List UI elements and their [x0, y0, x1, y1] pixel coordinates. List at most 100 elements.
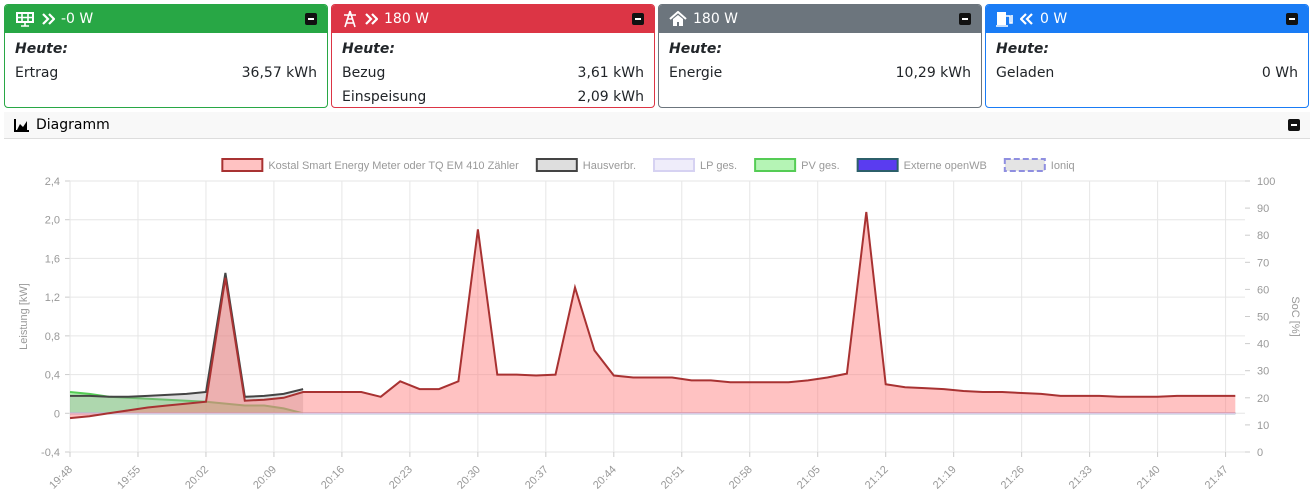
y2-tick-label: 20	[1257, 393, 1269, 405]
x-tick-label: 20:58	[727, 464, 755, 492]
row-label: Geladen	[996, 65, 1055, 81]
card-header: 0 W	[986, 5, 1308, 33]
card-icon	[996, 11, 1014, 27]
legend-swatch	[535, 158, 578, 172]
card-row: Einspeisung 2,09 kWh	[342, 85, 644, 107]
card-heading: Heute:	[15, 41, 68, 57]
y-tick-label: 0	[54, 408, 60, 420]
legend: Kostal Smart Energy Meter oder TQ EM 410…	[221, 158, 1075, 172]
card-row: Energie 10,29 kWh	[669, 61, 971, 85]
x-tick-label: 21:12	[863, 464, 891, 492]
y-tick-label: 1,6	[45, 253, 60, 265]
card-power: 180 W	[384, 11, 430, 27]
chart-icon	[14, 119, 29, 132]
card-heading: Heute:	[669, 41, 722, 57]
y2-tick-label: 10	[1257, 420, 1269, 432]
legend-swatch	[754, 158, 797, 172]
card-icon	[15, 11, 35, 27]
y-axis-label: Leistung [kW]	[18, 283, 30, 350]
y-tick-label: -0,4	[41, 447, 60, 459]
diagram-title: Diagramm	[36, 117, 110, 133]
row-label: Bezug	[342, 65, 386, 81]
series-area	[70, 212, 1236, 419]
direction-icon	[1020, 13, 1034, 25]
row-label: Einspeisung	[342, 89, 427, 105]
row-value: 0 Wh	[1261, 65, 1298, 81]
y2-tick-label: 30	[1257, 366, 1269, 378]
card-body: Heute: Geladen 0 Wh	[986, 33, 1308, 85]
legend-label: Ioniq	[1051, 160, 1075, 172]
y2-tick-label: 70	[1257, 257, 1269, 269]
y2-tick-label: 40	[1257, 339, 1269, 351]
row-value: 3,61 kWh	[577, 65, 644, 81]
minimize-button[interactable]	[632, 13, 644, 25]
x-tick-label: 21:05	[795, 464, 823, 492]
legend-swatch	[221, 158, 264, 172]
y2-axis-label: SoC [%]	[1289, 296, 1301, 336]
card-row: Bezug 3,61 kWh	[342, 61, 644, 85]
chart: -0,4 0 0,4 0,8 1,2 1,6 2,0 2,4 0 10 20 30 40 50 60 70 80…	[18, 158, 1301, 492]
y2-tick-label: 0	[1257, 447, 1263, 459]
direction-icon	[41, 13, 55, 25]
row-value: 36,57 kWh	[241, 65, 317, 81]
legend-label: Kostal Smart Energy Meter oder TQ EM 410…	[268, 160, 519, 172]
minimize-button[interactable]	[959, 13, 971, 25]
diagram-header: Diagramm	[4, 112, 1310, 139]
card-icon	[342, 10, 358, 28]
card-power: -0 W	[61, 11, 94, 27]
legend-swatch	[856, 158, 899, 172]
card-body: Heute: Ertrag 36,57 kWh	[5, 33, 327, 85]
minimize-button[interactable]	[1288, 119, 1300, 131]
series-line	[70, 272, 304, 398]
x-tick-label: 21:19	[931, 464, 959, 492]
summary-card: 180 W Heute: Energie 10,29 kWh	[658, 4, 982, 108]
legend-label: LP ges.	[700, 160, 737, 172]
x-tick-label: 19:55	[115, 464, 143, 492]
card-power: 0 W	[1040, 11, 1068, 27]
minimize-button[interactable]	[1286, 13, 1298, 25]
summary-card: 0 W Heute: Geladen 0 Wh	[985, 4, 1309, 108]
y2-tick-label: 100	[1257, 176, 1275, 188]
row-value: 2,09 kWh	[577, 89, 644, 105]
card-icon	[669, 11, 687, 27]
x-tick-label: 21:47	[1203, 464, 1231, 492]
x-tick-label: 20:37	[523, 464, 551, 492]
x-tick-label: 20:51	[659, 464, 687, 492]
y-tick-label: 1,2	[45, 292, 60, 304]
row-label: Energie	[669, 65, 723, 81]
x-tick-label: 21:33	[1067, 464, 1095, 492]
y-tick-label: 0,4	[45, 370, 60, 382]
card-header: 180 W	[659, 5, 981, 33]
x-tick-label: 20:23	[387, 464, 415, 492]
card-header: -0 W	[5, 5, 327, 33]
card-header: 180 W	[332, 5, 654, 33]
x-tick-label: 20:30	[455, 464, 483, 492]
x-tick-label: 20:16	[319, 464, 347, 492]
legend-label: PV ges.	[801, 160, 840, 172]
card-body: Heute: Energie 10,29 kWh	[659, 33, 981, 85]
minimize-button[interactable]	[305, 13, 317, 25]
card-heading: Heute:	[342, 41, 395, 57]
card-row: Ertrag 36,57 kWh	[15, 61, 317, 85]
legend-label: Externe openWB	[904, 160, 987, 172]
x-tick-label: 19:48	[47, 464, 75, 492]
series-line	[69, 211, 1236, 420]
y2-tick-label: 50	[1257, 312, 1269, 324]
y2-tick-label: 80	[1257, 230, 1269, 242]
direction-icon	[364, 13, 378, 25]
x-tick-label: 20:09	[251, 464, 279, 492]
legend-label: Hausverbr.	[583, 160, 636, 172]
summary-card: -0 W Heute: Ertrag 36,57 kWh	[4, 4, 328, 108]
row-value: 10,29 kWh	[895, 65, 971, 81]
card-row: Geladen 0 Wh	[996, 61, 1298, 85]
x-tick-label: 21:26	[999, 464, 1027, 492]
x-tick-label: 20:02	[183, 464, 211, 492]
x-tick-label: 20:44	[591, 464, 619, 492]
card-power: 180 W	[693, 11, 739, 27]
summary-card: 180 W Heute: Bezug 3,61 kWh Einspeisung 2,09 …	[331, 4, 655, 108]
legend-swatch	[653, 158, 696, 172]
y2-tick-label: 90	[1257, 203, 1269, 215]
y-tick-label: 2,4	[45, 176, 60, 188]
x-tick-label: 21:40	[1135, 464, 1163, 492]
